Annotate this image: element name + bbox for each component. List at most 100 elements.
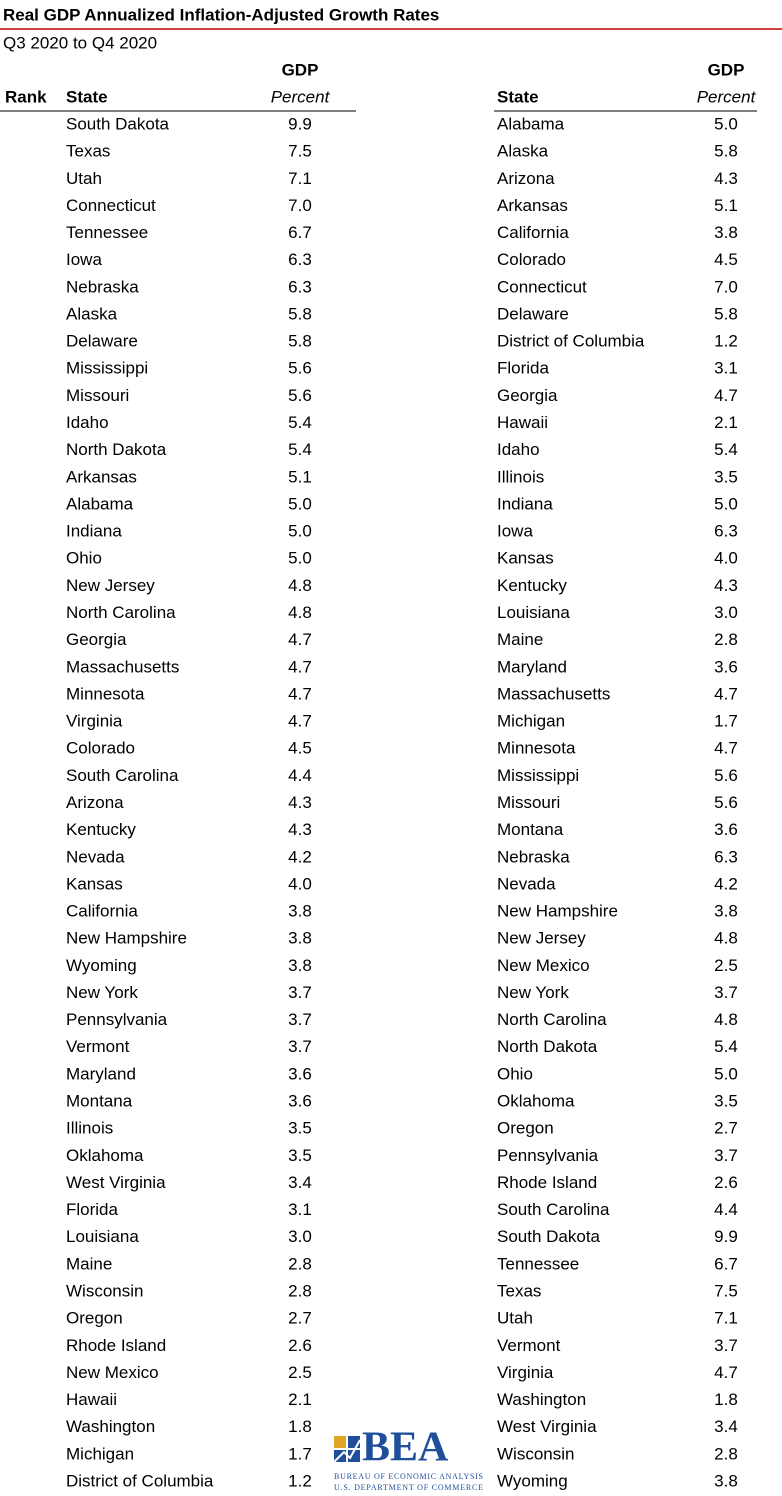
gdp-value: 7.0 [288, 196, 312, 215]
state-name: New Hampshire [497, 902, 618, 921]
gdp-value: 6.7 [288, 223, 312, 242]
state-name: Alaska [66, 304, 118, 323]
gdp-value: 3.8 [288, 929, 312, 948]
gdp-value: 4.4 [288, 766, 312, 785]
gdp-value: 2.6 [714, 1173, 738, 1192]
state-name: Utah [66, 169, 102, 188]
state-name: Maine [66, 1254, 112, 1273]
gdp-value: 3.8 [288, 956, 312, 975]
state-name: West Virginia [497, 1417, 597, 1436]
state-name: Connecticut [497, 277, 587, 296]
state-name: Arizona [497, 169, 555, 188]
gdp-value: 2.7 [714, 1119, 738, 1138]
state-name: Connecticut [66, 196, 156, 215]
gdp-value: 4.3 [288, 793, 312, 812]
state-name: Mississippi [66, 359, 148, 378]
gdp-value: 4.7 [288, 684, 312, 703]
state-name: Massachusetts [66, 657, 179, 676]
gdp-value: 9.9 [714, 1227, 738, 1246]
title: Real GDP Annualized Inflation-Adjusted G… [3, 5, 439, 24]
state-name: Vermont [497, 1336, 561, 1355]
state-name: Wisconsin [66, 1282, 143, 1301]
gdp-value: 3.7 [288, 1037, 312, 1056]
gdp-value: 2.5 [714, 956, 738, 975]
gdp-value: 5.6 [714, 793, 738, 812]
gdp-value: 4.3 [288, 820, 312, 839]
gdp-value: 3.0 [714, 603, 738, 622]
state-name: Nebraska [497, 847, 570, 866]
gdp-value: 5.0 [288, 549, 312, 568]
gdp-value: 4.7 [288, 712, 312, 731]
state-name: Pennsylvania [497, 1146, 599, 1165]
state-name: New Jersey [497, 929, 586, 948]
gdp-value: 5.6 [714, 766, 738, 785]
state-name: New Jersey [66, 576, 155, 595]
gdp-value: 6.3 [714, 847, 738, 866]
gdp-value: 4.7 [714, 1363, 738, 1382]
gdp-value: 5.6 [288, 359, 312, 378]
gdp-value: 5.8 [714, 304, 738, 323]
state-name: New York [497, 983, 569, 1002]
gdp-value: 3.7 [288, 1010, 312, 1029]
state-name: Maryland [66, 1064, 136, 1083]
state-name: Washington [497, 1390, 586, 1409]
state-name: Kansas [66, 874, 123, 893]
gdp-value: 2.5 [288, 1363, 312, 1382]
gdp-value: 3.7 [714, 983, 738, 1002]
state-name: Montana [497, 820, 564, 839]
state-name: Minnesota [497, 739, 576, 758]
state-name: Virginia [497, 1363, 554, 1382]
gdp-value: 4.0 [288, 874, 312, 893]
state-name: Delaware [66, 332, 138, 351]
state-name: Maryland [497, 657, 567, 676]
state-name: Missouri [66, 386, 129, 405]
gdp-value: 5.0 [288, 522, 312, 541]
gdp-value: 2.8 [288, 1282, 312, 1301]
state-name: Alabama [66, 494, 134, 513]
gdp-value: 4.7 [288, 630, 312, 649]
gdp-value: 4.7 [714, 684, 738, 703]
state-name: Wisconsin [497, 1444, 574, 1463]
gdp-value: 4.5 [714, 250, 738, 269]
gdp-value: 1.7 [288, 1444, 312, 1463]
state-name: North Carolina [66, 603, 176, 622]
gdp-value: 4.8 [288, 576, 312, 595]
state-name: South Dakota [66, 114, 170, 133]
state-name: South Dakota [497, 1227, 601, 1246]
gdp-value: 4.2 [714, 874, 738, 893]
gdp-value: 5.4 [714, 440, 738, 459]
state-name: North Dakota [66, 440, 167, 459]
state-name: Florida [66, 1200, 119, 1219]
state-name: Ohio [497, 1064, 533, 1083]
gdp-value: 3.1 [288, 1200, 312, 1219]
state-name: Minnesota [66, 684, 145, 703]
state-name: Tennessee [66, 223, 148, 242]
gdp-value: 3.0 [288, 1227, 312, 1246]
gdp-value: 2.7 [288, 1309, 312, 1328]
gdp-value: 6.3 [714, 522, 738, 541]
state-name: West Virginia [66, 1173, 166, 1192]
logo-line: U.S. DEPARTMENT OF COMMERCE [334, 1483, 483, 1492]
gdp-value: 4.7 [288, 657, 312, 676]
gdp-value: 3.4 [714, 1417, 738, 1436]
state-name: Hawaii [497, 413, 548, 432]
gdp-value: 5.8 [714, 142, 738, 161]
gdp-value: 3.4 [288, 1173, 312, 1192]
gdp-value: 3.5 [288, 1119, 312, 1138]
state-name: Washington [66, 1417, 155, 1436]
state-header: State [497, 87, 539, 106]
gdp-value: 3.6 [714, 820, 738, 839]
gdp-value: 4.0 [714, 549, 738, 568]
state-name: Utah [497, 1309, 533, 1328]
gdp-value: 3.8 [714, 902, 738, 921]
gdp-value: 1.2 [288, 1471, 312, 1490]
state-name: Oregon [497, 1119, 554, 1138]
gdp-value: 2.6 [288, 1336, 312, 1355]
state-name: Kentucky [66, 820, 136, 839]
state-name: Nevada [66, 847, 125, 866]
gdp-value: 4.8 [714, 1010, 738, 1029]
gdp-value: 4.4 [714, 1200, 738, 1219]
state-name: Mississippi [497, 766, 579, 785]
